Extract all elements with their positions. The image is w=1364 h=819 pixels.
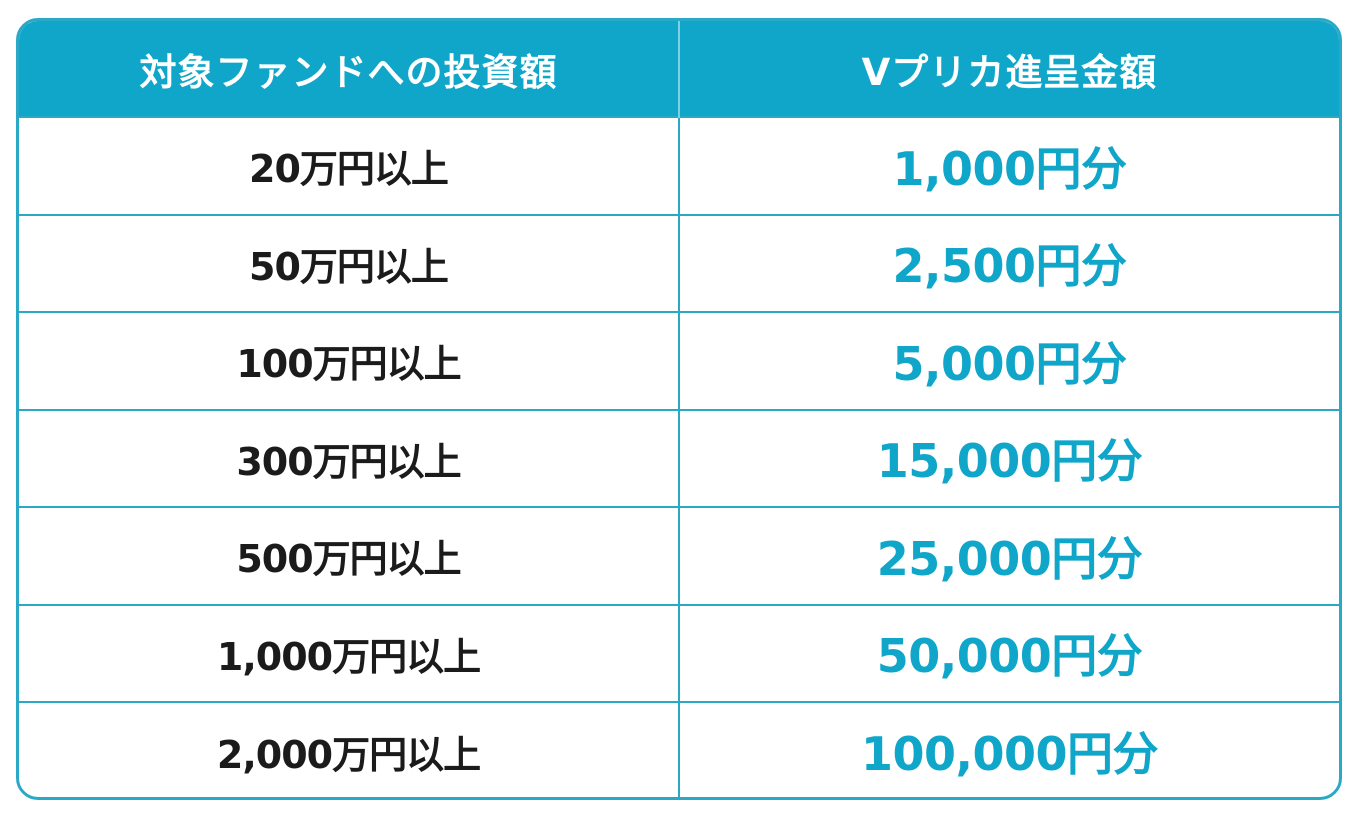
reward-cell: 100,000円分 xyxy=(678,701,1339,797)
investment-cell: 2,000万円以上 xyxy=(19,701,679,797)
investment-cell: 1,000万円以上 xyxy=(19,603,679,702)
table-row: 100万円以上 5,000円分 xyxy=(19,311,1339,410)
table-row: 300万円以上 15,000円分 xyxy=(19,408,1339,507)
investment-cell: 100万円以上 xyxy=(19,311,679,410)
table-body: 20万円以上 1,000円分 50万円以上 2,500円分 100万円以上 5,… xyxy=(19,116,1339,797)
reward-table: 対象ファンドへの投資額 Vプリカ進呈金額 20万円以上 1,000円分 50万円… xyxy=(19,21,1339,797)
reward-cell: 25,000円分 xyxy=(678,506,1339,605)
table-header: 対象ファンドへの投資額 Vプリカ進呈金額 xyxy=(19,21,1339,117)
header-row: 対象ファンドへの投資額 Vプリカ進呈金額 xyxy=(19,21,1339,117)
reward-cell: 1,000円分 xyxy=(678,116,1339,215)
reward-cell: 2,500円分 xyxy=(678,213,1339,312)
table-row: 500万円以上 25,000円分 xyxy=(19,506,1339,605)
reward-cell: 50,000円分 xyxy=(678,603,1339,702)
header-vpreca-amount: Vプリカ進呈金額 xyxy=(678,21,1339,117)
table-row: 2,000万円以上 100,000円分 xyxy=(19,701,1339,797)
table-row: 20万円以上 1,000円分 xyxy=(19,116,1339,215)
investment-cell: 300万円以上 xyxy=(19,408,679,507)
table-row: 1,000万円以上 50,000円分 xyxy=(19,603,1339,702)
investment-cell: 500万円以上 xyxy=(19,506,679,605)
investment-cell: 50万円以上 xyxy=(19,213,679,312)
header-investment-amount: 対象ファンドへの投資額 xyxy=(19,21,679,117)
reward-cell: 5,000円分 xyxy=(678,311,1339,410)
reward-table-container: 対象ファンドへの投資額 Vプリカ進呈金額 20万円以上 1,000円分 50万円… xyxy=(16,18,1342,800)
investment-cell: 20万円以上 xyxy=(19,116,679,215)
reward-cell: 15,000円分 xyxy=(678,408,1339,507)
table-row: 50万円以上 2,500円分 xyxy=(19,213,1339,312)
